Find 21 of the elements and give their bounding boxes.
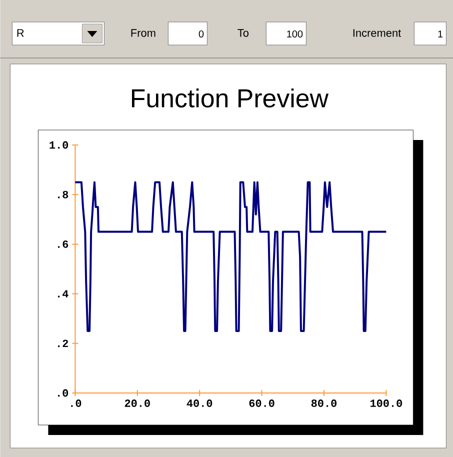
x-tick-label: 80.0 xyxy=(311,400,336,407)
y-tick-label: .2 xyxy=(58,340,68,348)
text: 100 xyxy=(286,30,302,38)
text: R xyxy=(17,29,24,37)
y-tick-label: .4 xyxy=(58,290,68,298)
x-tick-label: 20.0 xyxy=(124,400,150,407)
y-tick-label: .8 xyxy=(58,190,68,198)
y-tick-label: .6 xyxy=(58,240,68,248)
text: To xyxy=(237,29,248,37)
x-tick-label: .0 xyxy=(70,400,81,407)
y-tick-label: .0 xyxy=(58,389,68,397)
text: 0 xyxy=(198,30,204,38)
text: From xyxy=(131,29,156,37)
text: 1 xyxy=(438,30,442,38)
x-tick-label: 40.0 xyxy=(186,400,212,407)
line-series xyxy=(74,181,388,332)
x-tick-label: 100.0 xyxy=(370,400,402,407)
chart-title: Function Preview xyxy=(132,88,328,108)
x-tick-label: 60.0 xyxy=(249,400,274,407)
y-tick-label: 1.0 xyxy=(49,141,68,149)
text: Increment xyxy=(353,29,401,37)
